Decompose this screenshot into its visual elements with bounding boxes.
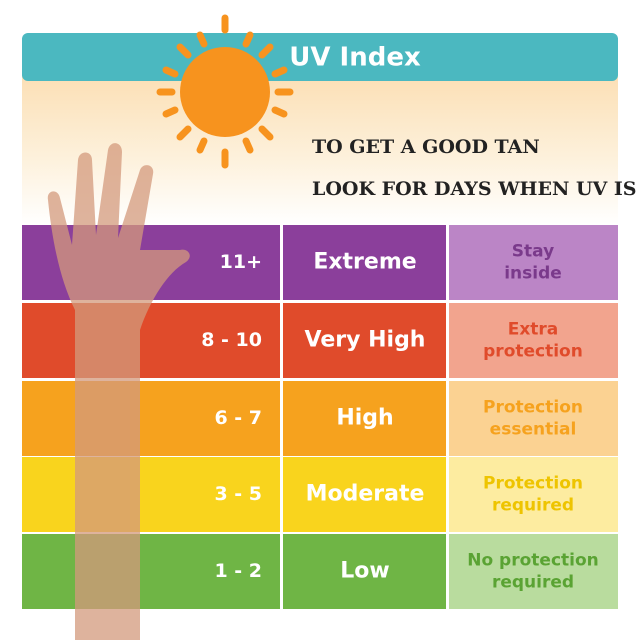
advice: No protection <box>467 551 599 571</box>
range: 8 - 10 <box>201 329 262 351</box>
advice-cell <box>449 457 618 532</box>
range-cell <box>22 303 280 378</box>
advice-cell <box>449 303 618 378</box>
advice: required <box>492 573 574 593</box>
sun <box>156 14 294 169</box>
range: 3 - 5 <box>214 483 262 505</box>
advice: Protection <box>483 398 583 418</box>
sky <box>22 60 618 225</box>
level: Extreme <box>313 250 416 275</box>
advice: protection <box>483 342 583 362</box>
range: 6 - 7 <box>214 407 262 429</box>
arm <box>47 143 190 640</box>
level: Moderate <box>306 482 425 507</box>
advice-cell <box>449 534 618 609</box>
advice: essential <box>490 420 577 440</box>
advice: Stay <box>512 242 554 262</box>
level: Very High <box>305 328 426 353</box>
level-cell <box>283 381 446 456</box>
note-line: TO GET A GOOD TAN <box>312 136 540 158</box>
note-line: LOOK FOR DAYS WHEN UV IS 7-8+ <box>312 178 640 200</box>
level: Low <box>340 559 389 584</box>
range: 1 - 2 <box>214 560 262 582</box>
level-cell <box>283 457 446 532</box>
level-cell <box>283 534 446 609</box>
advice-cell <box>449 225 618 300</box>
range-cell <box>22 457 280 532</box>
advice: Protection <box>483 474 583 494</box>
advice: required <box>492 496 574 516</box>
range: 11+ <box>220 251 262 273</box>
advice: inside <box>504 264 562 284</box>
range-cell <box>22 534 280 609</box>
level: High <box>336 406 393 431</box>
advice-cell <box>449 381 618 456</box>
level-cell <box>283 225 446 300</box>
level-cell <box>283 303 446 378</box>
range-cell <box>22 381 280 456</box>
title: UV Index <box>289 43 421 73</box>
advice: Extra <box>508 320 559 340</box>
